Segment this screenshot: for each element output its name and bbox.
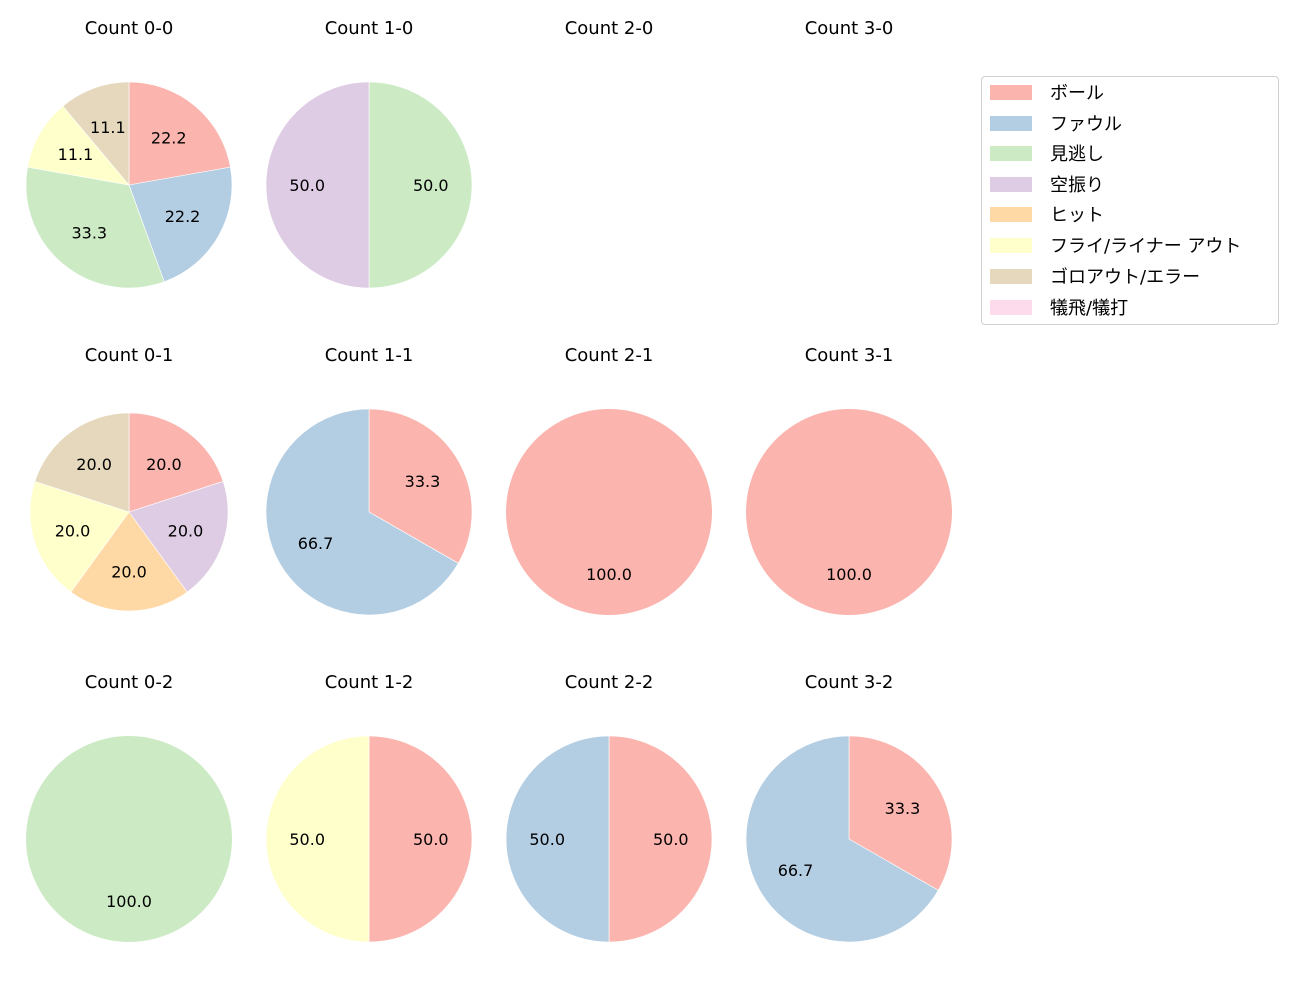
pie-chart: Count 2-0 bbox=[565, 18, 654, 39]
pie-slice-label: 50.0 bbox=[289, 830, 325, 849]
pie-slice bbox=[505, 735, 610, 943]
legend-label: ヒット bbox=[1050, 205, 1104, 226]
pie-slice-label: 33.3 bbox=[71, 223, 107, 242]
legend-swatch bbox=[990, 115, 1032, 131]
legend-label: ボール bbox=[1050, 83, 1104, 104]
pie-slice-label: 11.1 bbox=[90, 118, 126, 137]
pie-slice-label: 50.0 bbox=[529, 830, 565, 849]
pie-slice bbox=[128, 412, 224, 513]
legend-item-grounder-error: ゴロアウト/エラー bbox=[990, 265, 1201, 288]
pie-slice-label: 100.0 bbox=[106, 892, 152, 911]
pie-slice-label: 22.2 bbox=[151, 129, 187, 148]
legend-swatch bbox=[990, 176, 1032, 192]
pie-chart: Count 2-1 100.0 bbox=[506, 345, 712, 615]
pie-slice bbox=[608, 735, 713, 943]
pie-slice bbox=[368, 81, 473, 289]
pie-slice bbox=[25, 166, 165, 289]
pie-title: Count 2-0 bbox=[565, 18, 654, 39]
pie-chart: Count 2-2 50.0 50.0 bbox=[505, 672, 713, 943]
legend-swatch bbox=[990, 84, 1032, 100]
pie-slice bbox=[27, 105, 130, 186]
pie-title: Count 2-2 bbox=[565, 672, 654, 693]
pie-slice-label: 20.0 bbox=[55, 521, 91, 540]
legend-swatch bbox=[990, 299, 1032, 315]
pie-slice-label: 50.0 bbox=[653, 830, 689, 849]
pie-slice bbox=[70, 511, 188, 612]
pie-slice bbox=[265, 735, 370, 943]
pie-chart: Count 0-0 22.2 22.2 33.3 11.1 11.1 bbox=[25, 18, 233, 289]
pie-slice-label: 20.0 bbox=[76, 455, 112, 474]
pie-slice-label: 20.0 bbox=[111, 562, 147, 581]
pie-slice bbox=[848, 735, 953, 891]
pie-slice-label: 50.0 bbox=[413, 176, 449, 195]
pie-chart: Count 1-1 33.3 66.7 bbox=[265, 345, 473, 616]
pie-title: Count 2-1 bbox=[565, 345, 654, 366]
pie-title: Count 1-1 bbox=[325, 345, 414, 366]
pie-title: Count 3-0 bbox=[805, 18, 894, 39]
pie-slice bbox=[26, 736, 232, 942]
pie-title: Count 0-2 bbox=[85, 672, 174, 693]
pie-slice bbox=[745, 735, 939, 943]
legend-item-swinging-strike: 空振り bbox=[990, 173, 1104, 196]
pie-slice-label: 100.0 bbox=[826, 565, 872, 584]
legend-item-sacrifice: 犠飛/犠打 bbox=[990, 296, 1129, 319]
pie-slice-label: 33.3 bbox=[885, 799, 921, 818]
legend-swatch bbox=[990, 237, 1032, 253]
pie-slice bbox=[34, 412, 130, 513]
legend-item-fly-liner-out: フライ/ライナー アウト bbox=[990, 234, 1242, 257]
legend-swatch bbox=[990, 145, 1032, 161]
pie-slice bbox=[265, 408, 459, 616]
pie-slice-label: 20.0 bbox=[146, 455, 182, 474]
pie-slice bbox=[62, 81, 130, 186]
legend-label: 犠飛/犠打 bbox=[1050, 298, 1129, 319]
pie-slice bbox=[368, 735, 473, 943]
legend-swatch bbox=[990, 268, 1032, 284]
pie-slice-label: 50.0 bbox=[413, 830, 449, 849]
pie-slice-label: 100.0 bbox=[586, 565, 632, 584]
legend-label: 空振り bbox=[1050, 175, 1104, 196]
legend-label: フライ/ライナー アウト bbox=[1050, 236, 1242, 257]
pie-slice bbox=[128, 481, 229, 593]
pie-slice bbox=[128, 166, 233, 283]
pie-chart: Count 3-1 100.0 bbox=[746, 345, 952, 615]
legend-item-foul: ファウル bbox=[990, 112, 1122, 135]
pie-slice-label: 22.2 bbox=[165, 207, 201, 226]
pie-slice-label: 66.7 bbox=[298, 534, 334, 553]
pie-slice-label: 66.7 bbox=[778, 861, 814, 880]
pie-slice bbox=[746, 409, 952, 615]
legend-item-hit: ヒット bbox=[990, 203, 1104, 226]
pie-title: Count 1-0 bbox=[325, 18, 414, 39]
pie-title: Count 3-1 bbox=[805, 345, 894, 366]
legend-label: ファウル bbox=[1050, 114, 1122, 135]
pie-slice-label: 20.0 bbox=[168, 521, 204, 540]
pie-slice-label: 33.3 bbox=[405, 472, 441, 491]
pie-slice bbox=[368, 408, 473, 564]
legend-item-called-strike: 見逃し bbox=[990, 142, 1104, 165]
pie-title: Count 1-2 bbox=[325, 672, 414, 693]
pie-chart: Count 0-2 100.0 bbox=[26, 672, 232, 942]
legend: ボール ファウル 見逃し 空振り ヒット フライ/ライナー アウト ゴロアウト/… bbox=[981, 76, 1279, 325]
pie-title: Count 0-0 bbox=[85, 18, 174, 39]
pie-chart: Count 3-2 33.3 66.7 bbox=[745, 672, 953, 943]
pie-chart: Count 1-2 50.0 50.0 bbox=[265, 672, 473, 943]
pie-slice bbox=[29, 481, 130, 593]
legend-swatch bbox=[990, 206, 1032, 222]
pie-chart: Count 1-0 50.0 50.0 bbox=[265, 18, 473, 289]
pie-slice bbox=[506, 409, 712, 615]
pie-chart: Count 3-0 bbox=[805, 18, 894, 39]
pie-slice-label: 50.0 bbox=[289, 176, 325, 195]
pie-chart: Count 0-1 20.0 20.0 20.0 20.0 20.0 bbox=[29, 345, 229, 612]
pie-slice bbox=[265, 81, 370, 289]
pie-slice-label: 11.1 bbox=[58, 145, 94, 164]
legend-item-ball: ボール bbox=[990, 81, 1104, 104]
pie-title: Count 3-2 bbox=[805, 672, 894, 693]
pie-slice bbox=[128, 81, 231, 186]
pie-title: Count 0-1 bbox=[85, 345, 174, 366]
legend-label: ゴロアウト/エラー bbox=[1050, 267, 1201, 288]
legend-label: 見逃し bbox=[1050, 144, 1104, 165]
